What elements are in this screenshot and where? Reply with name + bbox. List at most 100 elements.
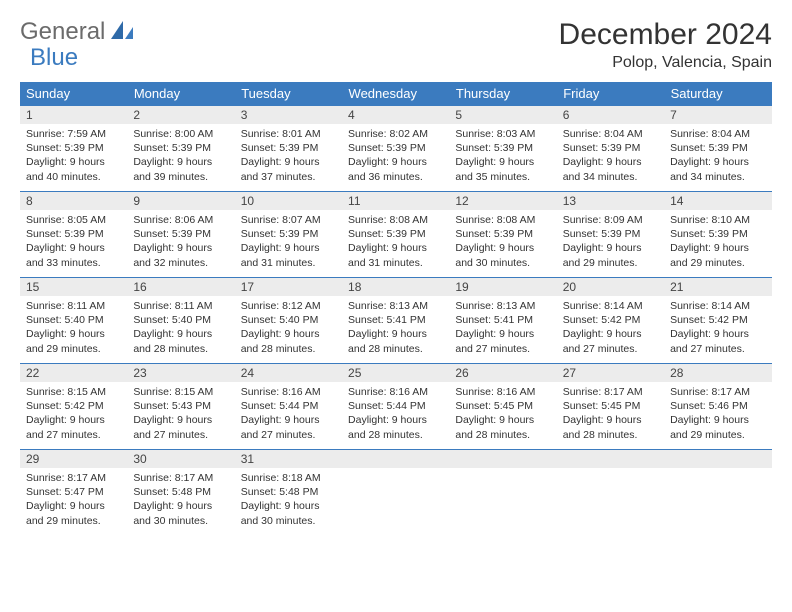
sunset-line: Sunset: 5:43 PM (133, 399, 228, 413)
daylight-line: Daylight: 9 hours and 28 minutes. (241, 327, 336, 355)
daylight-line: Daylight: 9 hours and 27 minutes. (563, 327, 658, 355)
day-number: 10 (235, 192, 342, 210)
day-number: 26 (449, 364, 556, 382)
logo-sail-icon (109, 19, 135, 46)
sunrise-line: Sunrise: 8:18 AM (241, 471, 336, 485)
sunrise-line: Sunrise: 8:04 AM (563, 127, 658, 141)
day-body (557, 468, 664, 475)
day-number: 15 (20, 278, 127, 296)
calendar-cell: 7Sunrise: 8:04 AMSunset: 5:39 PMDaylight… (664, 106, 771, 192)
logo-text-blue: Blue (30, 44, 78, 71)
day-number (342, 450, 449, 468)
sunrise-line: Sunrise: 8:10 AM (670, 213, 765, 227)
day-body: Sunrise: 8:16 AMSunset: 5:45 PMDaylight:… (449, 382, 556, 446)
day-number: 2 (127, 106, 234, 124)
daylight-line: Daylight: 9 hours and 35 minutes. (455, 155, 550, 183)
day-number: 27 (557, 364, 664, 382)
day-body: Sunrise: 8:11 AMSunset: 5:40 PMDaylight:… (20, 296, 127, 360)
sunset-line: Sunset: 5:45 PM (455, 399, 550, 413)
calendar-cell: 23Sunrise: 8:15 AMSunset: 5:43 PMDayligh… (127, 364, 234, 450)
calendar-table: SundayMondayTuesdayWednesdayThursdayFrid… (20, 82, 772, 536)
sunrise-line: Sunrise: 8:11 AM (133, 299, 228, 313)
sunset-line: Sunset: 5:47 PM (26, 485, 121, 499)
day-number: 6 (557, 106, 664, 124)
calendar-cell: 15Sunrise: 8:11 AMSunset: 5:40 PMDayligh… (20, 278, 127, 364)
sunset-line: Sunset: 5:39 PM (563, 227, 658, 241)
day-body: Sunrise: 8:14 AMSunset: 5:42 PMDaylight:… (664, 296, 771, 360)
day-body: Sunrise: 8:17 AMSunset: 5:46 PMDaylight:… (664, 382, 771, 446)
day-number: 23 (127, 364, 234, 382)
logo-text-general: General (20, 18, 105, 46)
calendar-week-row: 15Sunrise: 8:11 AMSunset: 5:40 PMDayligh… (20, 278, 772, 364)
sunrise-line: Sunrise: 8:17 AM (563, 385, 658, 399)
sunrise-line: Sunrise: 8:05 AM (26, 213, 121, 227)
day-body: Sunrise: 8:09 AMSunset: 5:39 PMDaylight:… (557, 210, 664, 274)
day-body: Sunrise: 8:17 AMSunset: 5:48 PMDaylight:… (127, 468, 234, 532)
day-body: Sunrise: 8:13 AMSunset: 5:41 PMDaylight:… (342, 296, 449, 360)
daylight-line: Daylight: 9 hours and 34 minutes. (563, 155, 658, 183)
day-number: 22 (20, 364, 127, 382)
calendar-cell-empty (557, 450, 664, 536)
month-title: December 2024 (559, 18, 772, 52)
day-body (449, 468, 556, 475)
day-body: Sunrise: 8:00 AMSunset: 5:39 PMDaylight:… (127, 124, 234, 188)
day-body: Sunrise: 8:17 AMSunset: 5:45 PMDaylight:… (557, 382, 664, 446)
sunrise-line: Sunrise: 8:03 AM (455, 127, 550, 141)
day-number: 31 (235, 450, 342, 468)
daylight-line: Daylight: 9 hours and 34 minutes. (670, 155, 765, 183)
weekday-header: Monday (127, 82, 234, 106)
sunset-line: Sunset: 5:39 PM (241, 227, 336, 241)
calendar-cell: 27Sunrise: 8:17 AMSunset: 5:45 PMDayligh… (557, 364, 664, 450)
sunrise-line: Sunrise: 8:04 AM (670, 127, 765, 141)
weekday-header: Tuesday (235, 82, 342, 106)
calendar-cell: 19Sunrise: 8:13 AMSunset: 5:41 PMDayligh… (449, 278, 556, 364)
calendar-cell: 20Sunrise: 8:14 AMSunset: 5:42 PMDayligh… (557, 278, 664, 364)
daylight-line: Daylight: 9 hours and 30 minutes. (455, 241, 550, 269)
sunset-line: Sunset: 5:39 PM (670, 227, 765, 241)
calendar-cell: 30Sunrise: 8:17 AMSunset: 5:48 PMDayligh… (127, 450, 234, 536)
day-body: Sunrise: 8:16 AMSunset: 5:44 PMDaylight:… (342, 382, 449, 446)
sunrise-line: Sunrise: 8:17 AM (26, 471, 121, 485)
daylight-line: Daylight: 9 hours and 28 minutes. (455, 413, 550, 441)
sunrise-line: Sunrise: 8:15 AM (133, 385, 228, 399)
sunset-line: Sunset: 5:39 PM (455, 141, 550, 155)
day-number: 30 (127, 450, 234, 468)
day-number: 20 (557, 278, 664, 296)
day-number: 3 (235, 106, 342, 124)
sunset-line: Sunset: 5:39 PM (133, 141, 228, 155)
day-number: 8 (20, 192, 127, 210)
daylight-line: Daylight: 9 hours and 27 minutes. (670, 327, 765, 355)
sunset-line: Sunset: 5:44 PM (241, 399, 336, 413)
day-number (664, 450, 771, 468)
sunrise-line: Sunrise: 8:16 AM (241, 385, 336, 399)
weekday-header: Friday (557, 82, 664, 106)
day-number: 7 (664, 106, 771, 124)
location-text: Polop, Valencia, Spain (559, 54, 772, 72)
calendar-cell-empty (449, 450, 556, 536)
day-body: Sunrise: 8:14 AMSunset: 5:42 PMDaylight:… (557, 296, 664, 360)
day-number (557, 450, 664, 468)
sunrise-line: Sunrise: 8:01 AM (241, 127, 336, 141)
page-header: General December 2024 Polop, Valencia, S… (20, 18, 772, 72)
sunrise-line: Sunrise: 8:14 AM (670, 299, 765, 313)
sunset-line: Sunset: 5:42 PM (670, 313, 765, 327)
sunrise-line: Sunrise: 8:12 AM (241, 299, 336, 313)
calendar-cell: 22Sunrise: 8:15 AMSunset: 5:42 PMDayligh… (20, 364, 127, 450)
day-number: 18 (342, 278, 449, 296)
day-body: Sunrise: 8:12 AMSunset: 5:40 PMDaylight:… (235, 296, 342, 360)
day-body: Sunrise: 8:11 AMSunset: 5:40 PMDaylight:… (127, 296, 234, 360)
day-number: 21 (664, 278, 771, 296)
calendar-cell: 3Sunrise: 8:01 AMSunset: 5:39 PMDaylight… (235, 106, 342, 192)
daylight-line: Daylight: 9 hours and 29 minutes. (563, 241, 658, 269)
daylight-line: Daylight: 9 hours and 28 minutes. (348, 327, 443, 355)
calendar-cell: 9Sunrise: 8:06 AMSunset: 5:39 PMDaylight… (127, 192, 234, 278)
day-body: Sunrise: 8:18 AMSunset: 5:48 PMDaylight:… (235, 468, 342, 532)
calendar-week-row: 22Sunrise: 8:15 AMSunset: 5:42 PMDayligh… (20, 364, 772, 450)
sunrise-line: Sunrise: 8:15 AM (26, 385, 121, 399)
calendar-cell: 11Sunrise: 8:08 AMSunset: 5:39 PMDayligh… (342, 192, 449, 278)
calendar-week-row: 29Sunrise: 8:17 AMSunset: 5:47 PMDayligh… (20, 450, 772, 536)
day-body: Sunrise: 8:06 AMSunset: 5:39 PMDaylight:… (127, 210, 234, 274)
day-number: 13 (557, 192, 664, 210)
day-number: 4 (342, 106, 449, 124)
sunrise-line: Sunrise: 8:08 AM (455, 213, 550, 227)
